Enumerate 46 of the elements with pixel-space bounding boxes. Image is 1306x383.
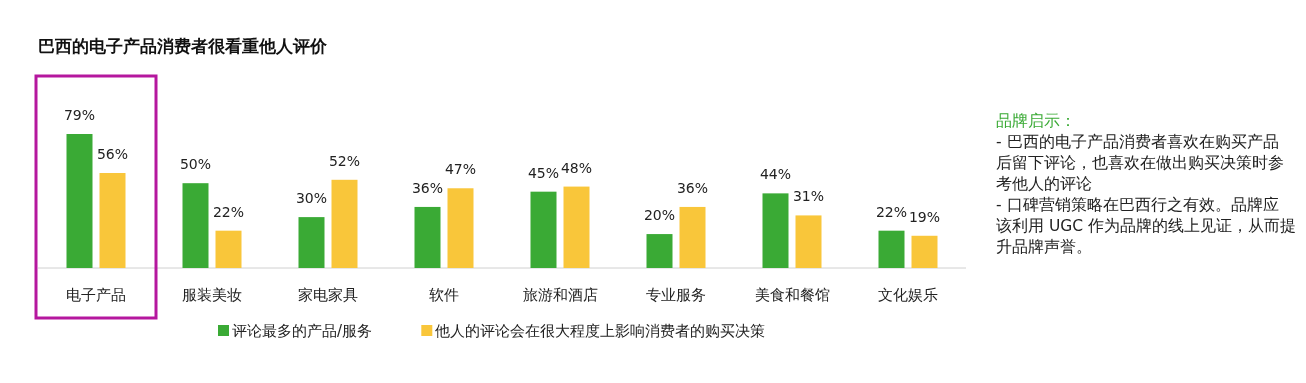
- data-label: 45%: [527, 164, 560, 181]
- data-label: 52%: [328, 152, 361, 169]
- data-label: 44%: [759, 166, 792, 183]
- x-tick-label: 文化娱乐: [878, 286, 938, 304]
- x-tick-label: 专业服务: [646, 286, 706, 304]
- text: - 口碑营销策略在巴西行之有效。品牌应该利用 UGC 作为品牌的线上见证，从而提升品牌声誉。: [996, 196, 1297, 256]
- data-label: 50%: [179, 156, 212, 173]
- x-tick-label: 电子产品: [66, 286, 126, 304]
- data-label: 22%: [875, 203, 908, 220]
- x-tick-label: 软件: [429, 286, 459, 304]
- bar: [911, 235, 938, 268]
- x-tick-label: 美食和餐馆: [754, 286, 830, 304]
- bar: [66, 134, 93, 268]
- bar: [762, 193, 789, 268]
- bar: [646, 234, 673, 268]
- text: 品牌启示：: [996, 112, 1076, 130]
- chart-title: 巴西的电子产品消费者很看重他人评价: [38, 36, 328, 56]
- bar: [795, 215, 822, 268]
- data-label: 56%: [96, 146, 129, 163]
- x-tick-label: 家电家具: [298, 286, 358, 304]
- x-tick-label: 服装美妆: [182, 286, 242, 304]
- x-tick-label: 旅游和酒店: [522, 286, 598, 304]
- data-label: 30%: [295, 190, 328, 207]
- bar: [878, 230, 905, 268]
- data-label: 48%: [560, 159, 593, 176]
- bar: [298, 217, 325, 268]
- data-label: 36%: [411, 179, 444, 196]
- data-label: 22%: [212, 203, 245, 220]
- bar: [414, 206, 441, 268]
- bar: [331, 179, 358, 268]
- bar: [182, 183, 209, 268]
- bar: [530, 191, 557, 268]
- data-label: 31%: [792, 188, 825, 205]
- data-label: 79%: [63, 107, 96, 123]
- data-label: 36%: [676, 179, 709, 196]
- data-label: 19%: [908, 208, 941, 225]
- text: - 巴西的电子产品消费者喜欢在购买产品后留下评论，也喜欢在做出购买决策时参考他人的评论: [996, 133, 1284, 193]
- data-label: 47%: [444, 161, 477, 178]
- bar: [563, 186, 590, 268]
- data-label: 20%: [643, 207, 676, 224]
- bar: [99, 173, 126, 268]
- legend-label: 评论最多的产品/服务: [232, 322, 373, 340]
- bar: [447, 188, 474, 268]
- bar: [679, 206, 706, 268]
- legend-label: 他人的评论会在很大程度上影响消费者的购买决策: [435, 322, 766, 340]
- bar: [215, 230, 242, 268]
